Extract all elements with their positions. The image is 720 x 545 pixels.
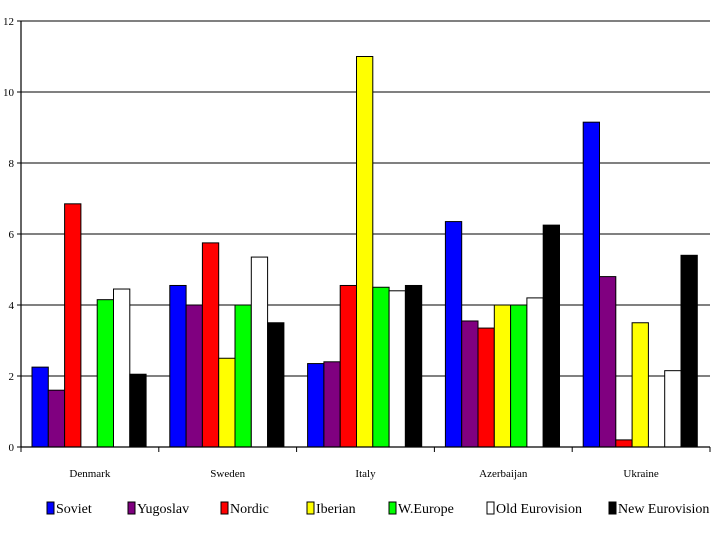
- bar-iberian-azerbaijan: [493, 304, 512, 448]
- y-tick-label: 6: [9, 229, 15, 241]
- legend-item-iberian: Iberian: [306, 501, 356, 517]
- category-label: Italy: [355, 468, 376, 480]
- bar-old-eurovision-denmark: [113, 288, 131, 448]
- bar-soviet-italy: [307, 363, 325, 448]
- bar-new-eurovision-italy: [404, 284, 423, 448]
- bar-nordic-sweden: [201, 242, 220, 448]
- bar-new-eurovision-denmark: [129, 373, 147, 448]
- bar-yugoslav-italy: [323, 361, 341, 448]
- legend-swatch: [220, 501, 229, 515]
- bar-w-europe-denmark: [96, 299, 114, 448]
- legend-swatch: [306, 501, 315, 515]
- bar-nordic-italy: [339, 284, 358, 448]
- bar-iberian-ukraine: [631, 322, 649, 448]
- legend-label: Nordic: [230, 502, 269, 517]
- legend-item-yugoslav: Yugoslav: [127, 501, 189, 517]
- legend-label: Old Eurovision: [496, 502, 582, 517]
- bar-soviet-sweden: [169, 284, 187, 448]
- bar-old-eurovision-italy: [388, 290, 406, 448]
- legend-label: Soviet: [56, 502, 92, 517]
- category-label: Sweden: [210, 468, 245, 480]
- bar-yugoslav-azerbaijan: [461, 320, 479, 448]
- bar-new-eurovision-sweden: [267, 322, 285, 448]
- bar-old-eurovision-azerbaijan: [526, 297, 544, 448]
- legend-swatch: [46, 501, 55, 515]
- bar-old-eurovision-sweden: [250, 256, 269, 448]
- legend-swatch: [608, 501, 617, 515]
- y-tick-label: 12: [3, 16, 14, 28]
- legend-swatch: [486, 501, 495, 515]
- bar-w-europe-italy: [372, 286, 390, 448]
- bar-iberian-sweden: [218, 357, 236, 448]
- y-tick-label: 4: [9, 300, 15, 312]
- bar-soviet-denmark: [31, 366, 49, 448]
- y-tick-label: 0: [9, 442, 15, 454]
- legend-label: Yugoslav: [137, 502, 189, 517]
- bar-new-eurovision-ukraine: [680, 254, 698, 448]
- bar-nordic-ukraine: [615, 439, 633, 448]
- bars: [31, 56, 698, 448]
- bar-iberian-italy: [356, 56, 374, 448]
- bar-soviet-azerbaijan: [444, 221, 463, 448]
- legend-swatch: [388, 501, 397, 515]
- legend-item-soviet: Soviet: [46, 501, 92, 517]
- legend-swatch: [127, 501, 136, 515]
- category-label: Denmark: [69, 468, 110, 480]
- bar-yugoslav-ukraine: [599, 276, 617, 448]
- bar-nordic-azerbaijan: [477, 327, 495, 448]
- bar-w-europe-sweden: [234, 304, 252, 448]
- bar-nordic-denmark: [64, 203, 82, 448]
- bar-new-eurovision-azerbaijan: [542, 224, 561, 448]
- category-label: Azerbaijan: [479, 468, 528, 480]
- legend-item-old-eurovision: Old Eurovision: [486, 501, 582, 517]
- bar-w-europe-azerbaijan: [510, 304, 528, 448]
- legend: Soviet Yugoslav Nordic Iberian W.Europe Old E…: [46, 501, 709, 517]
- bar-yugoslav-sweden: [185, 304, 203, 448]
- axis-labels: 0 2 4 6 8 10 12 Denmark Sweden Italy Azerbaijan Ukr…: [3, 16, 659, 480]
- legend-label: W.Europe: [398, 502, 454, 517]
- legend-item-new-eurovision: New Eurovision: [608, 501, 709, 517]
- y-tick-label: 2: [9, 371, 15, 383]
- y-tick-label: 8: [9, 158, 15, 170]
- bar-soviet-ukraine: [582, 121, 601, 448]
- legend-item-w-europe: W.Europe: [388, 501, 454, 517]
- axes: [17, 20, 711, 452]
- legend-label: Iberian: [316, 502, 356, 517]
- bar-old-eurovision-ukraine: [664, 370, 682, 448]
- category-label: Ukraine: [623, 468, 659, 480]
- legend-item-nordic: Nordic: [220, 501, 269, 517]
- y-tick-label: 10: [3, 87, 15, 99]
- bar-yugoslav-denmark: [47, 389, 66, 448]
- legend-label: New Eurovision: [618, 502, 709, 517]
